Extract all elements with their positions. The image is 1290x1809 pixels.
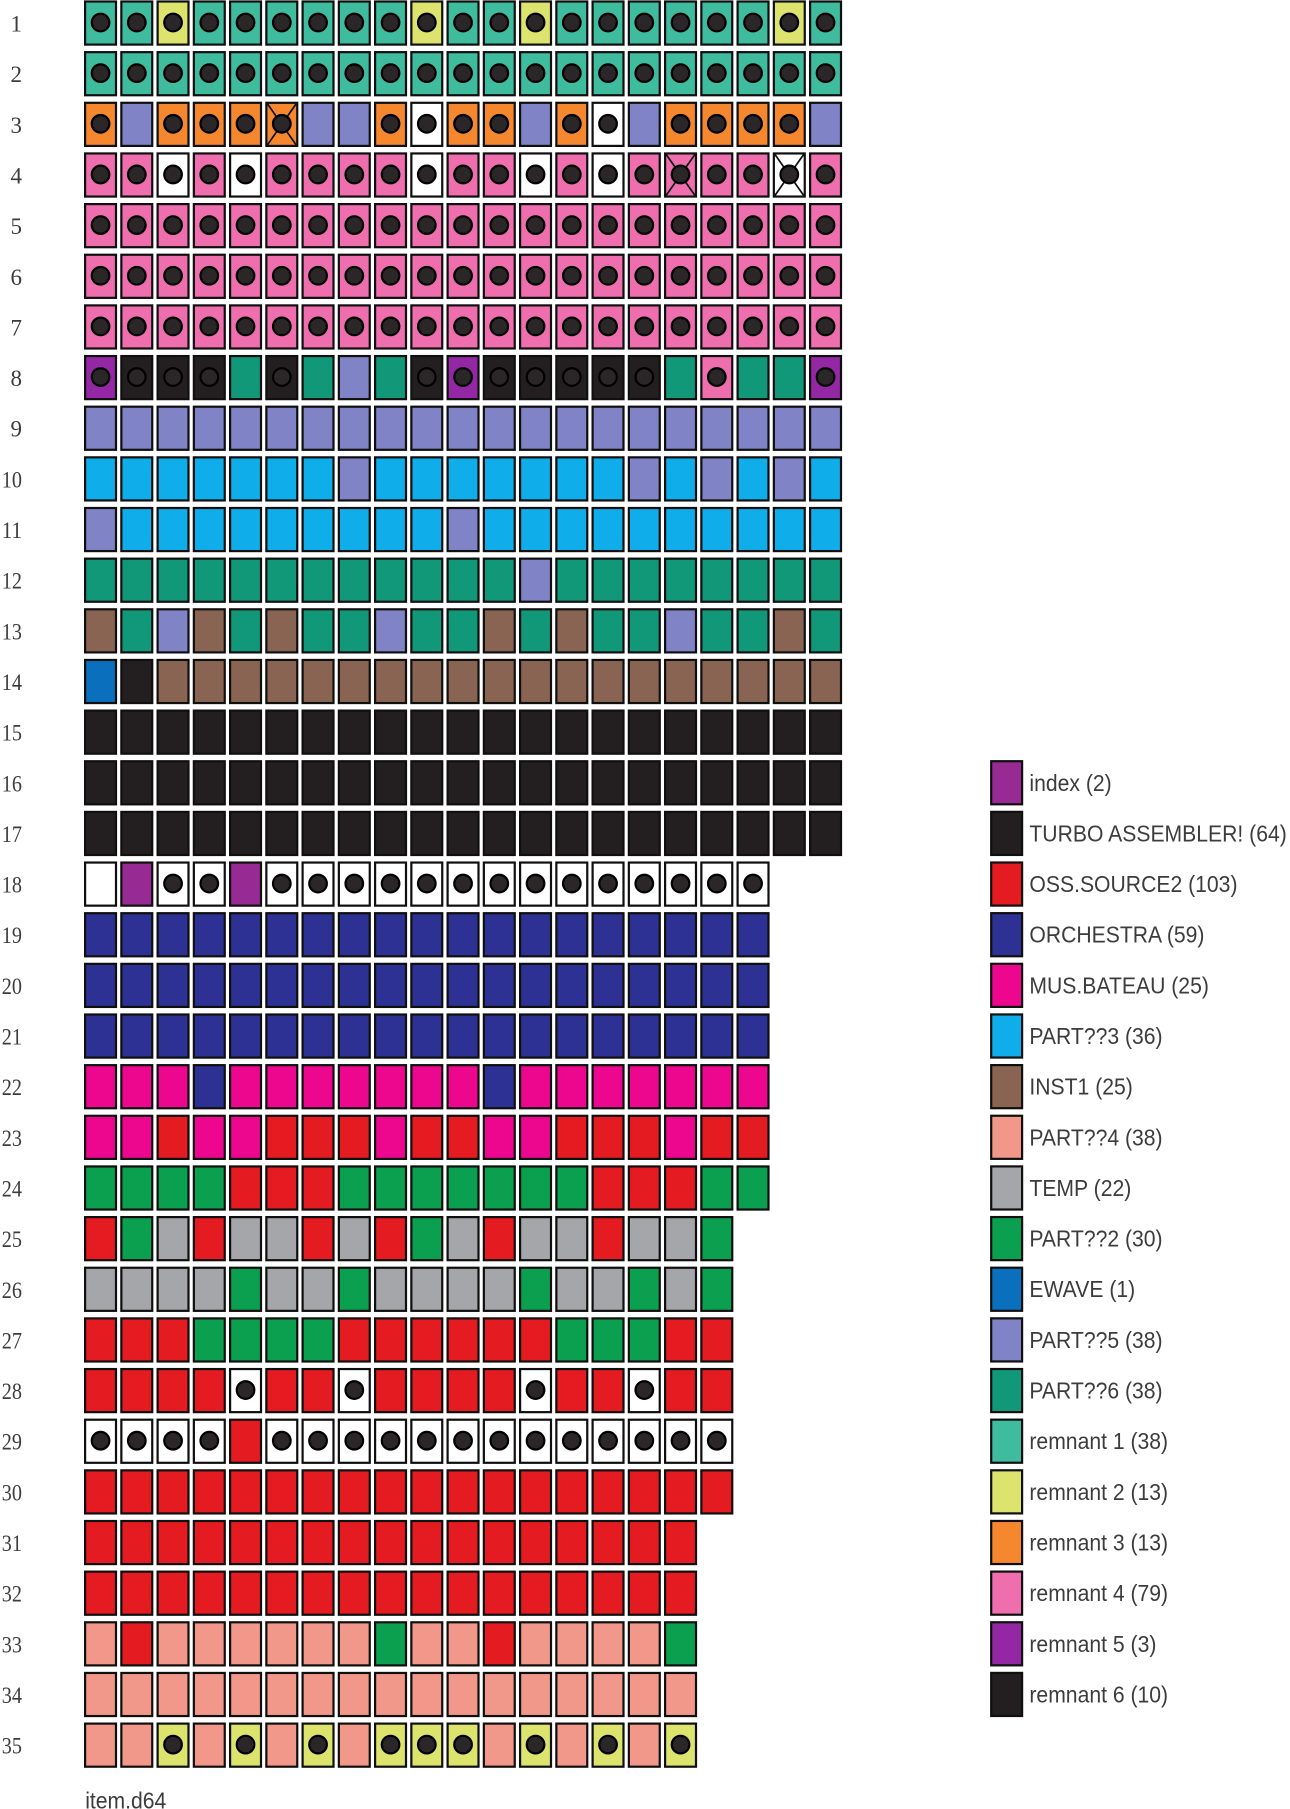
svg-text:remnant 1 (38): remnant 1 (38) [1029,1428,1168,1454]
svg-text:14: 14 [2,670,23,695]
svg-text:8: 8 [11,366,23,391]
svg-text:7: 7 [11,315,23,340]
svg-text:17: 17 [2,822,22,847]
svg-text:remnant 3 (13): remnant 3 (13) [1029,1530,1168,1556]
svg-text:5: 5 [11,214,23,239]
svg-text:27: 27 [2,1328,22,1353]
svg-text:22: 22 [2,1075,22,1100]
svg-text:13: 13 [2,619,22,644]
svg-text:remnant 2 (13): remnant 2 (13) [1029,1479,1168,1505]
svg-text:6: 6 [11,265,23,290]
svg-text:index (2): index (2) [1029,770,1111,796]
svg-text:remnant 5 (3): remnant 5 (3) [1029,1631,1156,1657]
svg-text:2: 2 [11,62,23,87]
svg-text:21: 21 [2,1025,22,1050]
svg-text:PART??5 (38): PART??5 (38) [1029,1327,1162,1353]
svg-text:15: 15 [2,721,22,746]
svg-text:PART??3 (36): PART??3 (36) [1029,1023,1162,1049]
svg-text:PART??6 (38): PART??6 (38) [1029,1378,1162,1404]
svg-text:31: 31 [2,1531,22,1556]
svg-text:TEMP (22): TEMP (22) [1029,1175,1131,1201]
svg-text:INST1 (25): INST1 (25) [1029,1074,1132,1100]
svg-text:item.d64: item.d64 [85,1788,166,1809]
svg-text:3: 3 [11,113,23,138]
svg-text:35: 35 [2,1734,22,1759]
svg-text:PART??4 (38): PART??4 (38) [1029,1124,1162,1150]
svg-text:19: 19 [2,923,22,948]
svg-text:24: 24 [2,1177,23,1202]
svg-text:29: 29 [2,1430,22,1455]
svg-text:remnant 4 (79): remnant 4 (79) [1029,1580,1168,1606]
svg-text:ORCHESTRA (59): ORCHESTRA (59) [1029,922,1204,948]
svg-text:18: 18 [2,873,22,898]
svg-text:33: 33 [2,1632,22,1657]
svg-text:1: 1 [11,12,23,37]
svg-text:PART??2 (30): PART??2 (30) [1029,1226,1162,1252]
svg-text:11: 11 [2,518,22,543]
svg-text:34: 34 [2,1683,23,1708]
svg-text:10: 10 [2,467,22,492]
svg-text:28: 28 [2,1379,22,1404]
svg-text:OSS.SOURCE2 (103): OSS.SOURCE2 (103) [1029,871,1237,897]
svg-text:12: 12 [2,569,22,594]
svg-text:23: 23 [2,1126,22,1151]
svg-text:32: 32 [2,1582,22,1607]
svg-text:26: 26 [2,1278,22,1303]
svg-text:EWAVE (1): EWAVE (1) [1029,1276,1135,1302]
svg-text:20: 20 [2,974,22,999]
svg-text:9: 9 [11,417,23,442]
svg-text:30: 30 [2,1480,22,1505]
svg-text:TURBO ASSEMBLER! (64): TURBO ASSEMBLER! (64) [1029,820,1286,846]
svg-text:remnant 6 (10): remnant 6 (10) [1029,1682,1168,1708]
svg-text:25: 25 [2,1227,22,1252]
svg-text:4: 4 [11,164,23,189]
svg-text:MUS.BATEAU (25): MUS.BATEAU (25) [1029,972,1209,998]
svg-text:16: 16 [2,771,22,796]
